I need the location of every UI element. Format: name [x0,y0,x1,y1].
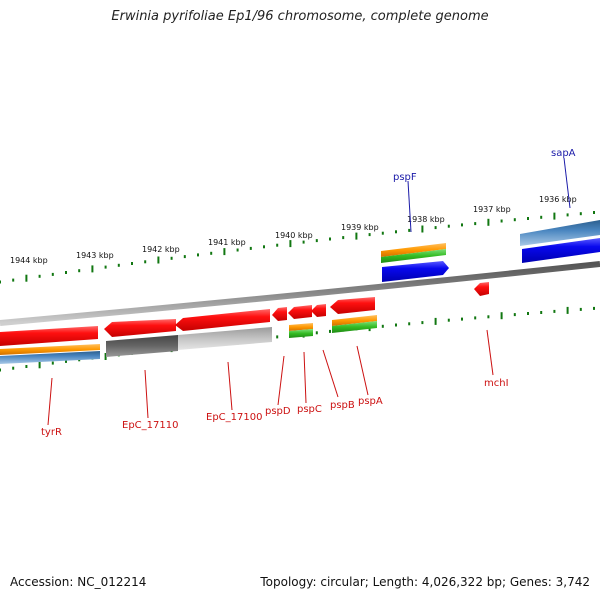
gene-label-EpC_17100[interactable]: EpC_17100 [206,412,262,423]
gene-label-pspF[interactable]: pspF [393,172,417,183]
pspC-orange-track [289,323,313,331]
scale-label-1938: 1938 kbp [407,215,445,224]
scale-label-1940: 1940 kbp [275,231,313,240]
pspA-orange-track [332,315,377,326]
feature-pspF[interactable] [381,243,449,282]
pspA-gene-arrow[interactable] [330,297,375,314]
pspF-orange-track [381,243,446,257]
tyrR-gene-arrow[interactable] [0,326,98,346]
tyrR-steel-track [0,351,100,364]
feature-mchI[interactable] [474,282,489,296]
feature-EpC_17110[interactable] [104,319,178,357]
feature-pspC[interactable] [288,305,313,338]
gene-label-pspD[interactable]: pspD [265,406,291,417]
scale-ticks-upper [0,211,595,284]
gene-label-tyrR[interactable]: tyrR [41,427,62,438]
gene-label-pspC[interactable]: pspC [297,404,322,415]
scale-label-1941: 1941 kbp [208,238,246,247]
feature-pspA[interactable] [330,297,377,333]
topology-text: Topology: circular; Length: 4,026,322 bp… [260,575,590,589]
gene-label-pspA[interactable]: pspA [358,396,383,407]
pspA-green-track [332,321,377,333]
scale-label-1943: 1943 kbp [76,251,114,260]
feature-tyrR[interactable] [0,326,100,364]
pspD-gene-arrow[interactable] [272,307,287,321]
gene-label-EpC_17110[interactable]: EpC_17110 [122,420,178,431]
map-title: Erwinia pyrifoliae Ep1/96 chromosome, co… [111,9,489,24]
gene-label-mchI[interactable]: mchI [484,378,509,389]
pspF-green-track [381,249,446,263]
mchI-gene-arrow[interactable] [474,282,489,296]
EpC_17110-dark-track [106,335,178,357]
gene-label-sapA[interactable]: sapA [551,148,576,159]
scale-label-1942: 1942 kbp [142,245,180,254]
scale-label-1939: 1939 kbp [341,223,379,232]
EpC_17100-light-track [178,327,272,350]
pspC-green-track [289,329,313,338]
scale-label-1944: 1944 kbp [10,256,48,265]
tyrR-orange-track [0,344,100,355]
feature-pspD[interactable] [272,307,287,321]
scale-label-1936: 1936 kbp [539,195,577,204]
accession-text: Accession: NC_012214 [10,575,147,589]
pspC-gene-arrow[interactable] [288,305,312,319]
EpC_17110-gene-arrow[interactable] [104,319,176,337]
gene-label-pspB[interactable]: pspB [330,400,355,411]
label-leader-lines [47,157,571,426]
sapA-gene-arrow[interactable] [522,238,600,263]
EpC_17100-gene-arrow[interactable] [175,309,270,331]
feature-pspB[interactable] [311,304,326,317]
feature-sapA[interactable] [520,220,600,263]
sapA-steel-track [520,220,600,246]
pspB-gene-arrow[interactable] [311,304,326,317]
feature-EpC_17100[interactable] [175,309,272,350]
chromosome-backbone [0,261,600,326]
scale-label-1937: 1937 kbp [473,205,511,214]
pspF-gene-arrow[interactable] [382,261,449,282]
